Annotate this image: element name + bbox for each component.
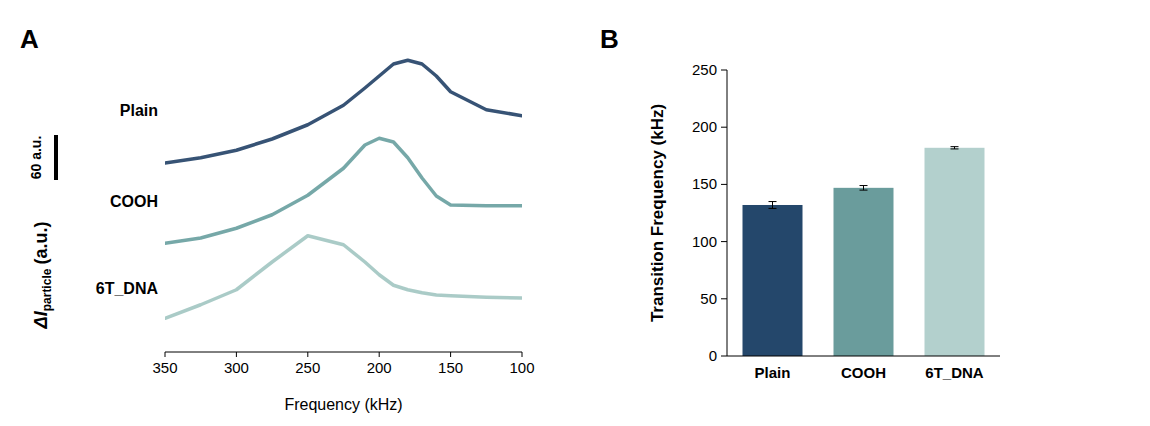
error-bar xyxy=(860,186,868,191)
error-stem xyxy=(863,186,864,191)
x-tick xyxy=(379,352,380,357)
x-tick xyxy=(236,352,237,357)
y-tick xyxy=(721,241,727,242)
y-tick-label: 250 xyxy=(692,61,717,78)
x-tick-label: 300 xyxy=(224,359,249,376)
y-tick-label: 150 xyxy=(692,175,717,192)
y-tick-label: 100 xyxy=(692,233,717,250)
y-label-sub: particle xyxy=(40,268,54,311)
x-axis xyxy=(727,356,1000,357)
figure: A 350 300 250 200 150 100 Frequency (kHz) Plain C… xyxy=(0,0,1150,426)
x-tick xyxy=(307,352,308,357)
y-tick xyxy=(721,70,727,71)
series-label: 6T_DNA xyxy=(96,280,159,297)
scale-bar-label: 60 a.u. xyxy=(28,136,44,180)
series-label: Plain xyxy=(120,102,158,119)
lines xyxy=(165,60,522,318)
x-tick xyxy=(165,352,166,357)
x-tick xyxy=(450,352,451,357)
spectrum-line xyxy=(165,138,522,243)
y-tick-label: 0 xyxy=(709,347,717,364)
bar xyxy=(925,148,985,356)
y-tick xyxy=(721,127,727,128)
bars xyxy=(743,147,985,356)
x-axis-label: Frequency (kHz) xyxy=(284,396,402,413)
x-tick-label: Plain xyxy=(755,364,791,381)
y-axis-label: ΔIparticle (a.u.) xyxy=(31,222,54,330)
error-bar xyxy=(951,147,959,149)
error-cap xyxy=(769,208,777,209)
x-tick-label: 350 xyxy=(152,359,177,376)
bar xyxy=(834,188,894,356)
y-tick xyxy=(721,356,727,357)
y-tick-label: 200 xyxy=(692,118,717,135)
bar xyxy=(743,205,803,356)
y-label-main: ΔI xyxy=(31,310,51,329)
x-tick xyxy=(522,352,523,357)
x-tick-label: 200 xyxy=(367,359,392,376)
error-stem xyxy=(772,202,773,209)
spectrum-line xyxy=(165,236,522,319)
panel-label: B xyxy=(600,24,619,54)
y-label-unit: (a.u.) xyxy=(31,222,51,265)
scale-bar xyxy=(54,135,58,180)
y-tick xyxy=(721,184,727,185)
error-cap xyxy=(860,190,868,191)
x-tick-label: 250 xyxy=(295,359,320,376)
x-axis xyxy=(165,352,522,353)
series-label: COOH xyxy=(110,193,158,210)
y-tick xyxy=(721,298,727,299)
spectrum-line xyxy=(165,60,522,163)
error-bar xyxy=(769,202,777,209)
y-tick-label: 50 xyxy=(700,290,717,307)
error-cap xyxy=(860,185,868,186)
x-tick-label: COOH xyxy=(841,364,886,381)
x-tick-label: 150 xyxy=(438,359,463,376)
x-tick-label: 6T_DNA xyxy=(925,364,984,381)
y-axis xyxy=(727,70,728,356)
panel-label: A xyxy=(20,24,39,54)
error-cap xyxy=(769,201,777,202)
error-cap xyxy=(951,148,959,149)
y-axis-label: Transition Frequency (kHz) xyxy=(648,104,667,322)
x-tick-label: 100 xyxy=(509,359,534,376)
error-cap xyxy=(951,146,959,147)
